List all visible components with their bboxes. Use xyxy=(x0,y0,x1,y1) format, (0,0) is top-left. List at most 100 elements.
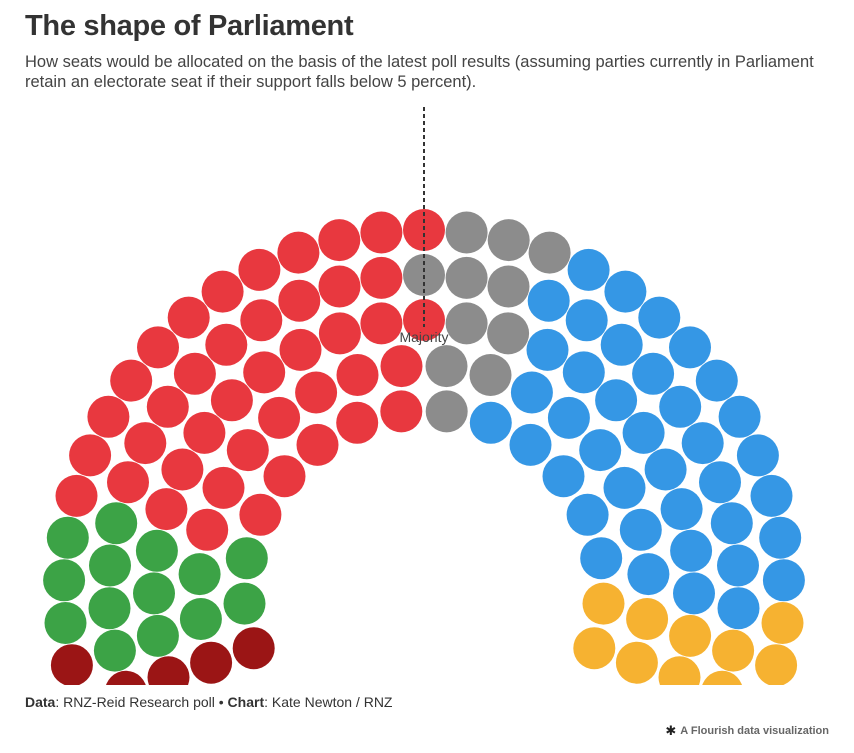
seat[interactable] xyxy=(762,559,805,602)
seat[interactable] xyxy=(318,219,361,262)
seat[interactable] xyxy=(183,411,226,454)
seat[interactable] xyxy=(89,544,131,587)
seat[interactable] xyxy=(526,328,569,371)
seat[interactable] xyxy=(243,351,286,394)
seat[interactable] xyxy=(50,644,93,685)
seat[interactable] xyxy=(695,359,738,402)
seat[interactable] xyxy=(43,559,86,602)
seat[interactable] xyxy=(562,351,605,394)
seat[interactable] xyxy=(277,231,320,274)
seat[interactable] xyxy=(278,279,321,322)
seat[interactable] xyxy=(279,328,322,371)
seat[interactable] xyxy=(186,508,229,551)
seat[interactable] xyxy=(295,371,338,414)
seat[interactable] xyxy=(240,299,283,342)
seat[interactable] xyxy=(173,352,216,395)
seat[interactable] xyxy=(136,614,179,657)
seat[interactable] xyxy=(638,296,681,339)
seat[interactable] xyxy=(632,352,675,395)
seat[interactable] xyxy=(755,644,798,685)
seat[interactable] xyxy=(201,270,244,313)
seat[interactable] xyxy=(750,474,793,517)
seat[interactable] xyxy=(161,448,204,491)
seat[interactable] xyxy=(509,423,552,466)
seat[interactable] xyxy=(487,265,530,308)
seat[interactable] xyxy=(600,323,643,366)
seat[interactable] xyxy=(699,461,741,504)
seat[interactable] xyxy=(210,379,253,422)
seat[interactable] xyxy=(336,354,379,396)
seat[interactable] xyxy=(580,537,623,580)
seat[interactable] xyxy=(205,323,248,366)
seat[interactable] xyxy=(627,553,670,596)
seat[interactable] xyxy=(226,429,269,472)
seat[interactable] xyxy=(644,448,687,491)
seat[interactable] xyxy=(626,598,669,640)
seat[interactable] xyxy=(190,641,233,684)
seat[interactable] xyxy=(135,529,178,572)
seat[interactable] xyxy=(46,516,89,559)
seat[interactable] xyxy=(296,423,339,466)
seat[interactable] xyxy=(658,656,701,685)
seat[interactable] xyxy=(469,401,512,444)
seat[interactable] xyxy=(69,434,112,477)
seat[interactable] xyxy=(145,488,188,531)
seat[interactable] xyxy=(425,390,468,433)
seat[interactable] xyxy=(445,256,488,299)
seat[interactable] xyxy=(360,211,403,254)
seat[interactable] xyxy=(223,582,266,625)
seat[interactable] xyxy=(566,493,609,536)
seat[interactable] xyxy=(110,359,153,402)
seat[interactable] xyxy=(603,466,646,509)
seat[interactable] xyxy=(445,302,488,345)
seat[interactable] xyxy=(673,572,715,615)
seat[interactable] xyxy=(137,326,179,369)
seat[interactable] xyxy=(202,466,245,509)
seat[interactable] xyxy=(469,354,512,396)
seat[interactable] xyxy=(547,396,590,439)
seat[interactable] xyxy=(717,587,760,630)
seat[interactable] xyxy=(105,670,147,685)
seat[interactable] xyxy=(88,587,131,630)
seat[interactable] xyxy=(681,422,724,465)
seat[interactable] xyxy=(604,270,647,313)
seat[interactable] xyxy=(336,401,379,444)
seat[interactable] xyxy=(93,629,136,672)
seat[interactable] xyxy=(146,385,189,428)
seat[interactable] xyxy=(380,345,423,388)
seat[interactable] xyxy=(712,629,755,672)
seat[interactable] xyxy=(55,474,98,517)
seat[interactable] xyxy=(660,488,703,531)
seat[interactable] xyxy=(318,265,361,308)
seat[interactable] xyxy=(595,379,638,422)
seat[interactable] xyxy=(622,411,665,454)
seat[interactable] xyxy=(238,248,281,291)
seat[interactable] xyxy=(133,572,175,615)
seat[interactable] xyxy=(44,602,87,644)
seat[interactable] xyxy=(147,656,190,685)
seat[interactable] xyxy=(542,455,585,498)
seat[interactable] xyxy=(87,395,130,438)
seat[interactable] xyxy=(527,279,570,322)
seat[interactable] xyxy=(263,455,306,498)
seat[interactable] xyxy=(759,516,802,559)
seat[interactable] xyxy=(487,219,530,262)
seat[interactable] xyxy=(669,326,711,369)
seat[interactable] xyxy=(124,422,167,465)
seat[interactable] xyxy=(360,256,403,299)
seat[interactable] xyxy=(258,396,301,439)
seat[interactable] xyxy=(659,385,702,428)
seat[interactable] xyxy=(239,493,282,536)
seat[interactable] xyxy=(528,231,571,274)
seat[interactable] xyxy=(487,312,530,355)
seat[interactable] xyxy=(582,582,625,625)
seat[interactable] xyxy=(579,429,622,472)
seat[interactable] xyxy=(107,461,149,504)
seat[interactable] xyxy=(669,614,712,657)
seat[interactable] xyxy=(232,627,275,670)
seat[interactable] xyxy=(701,670,743,685)
seat[interactable] xyxy=(761,602,804,644)
seat[interactable] xyxy=(718,395,761,438)
seat[interactable] xyxy=(710,502,753,545)
seat[interactable] xyxy=(510,371,553,414)
